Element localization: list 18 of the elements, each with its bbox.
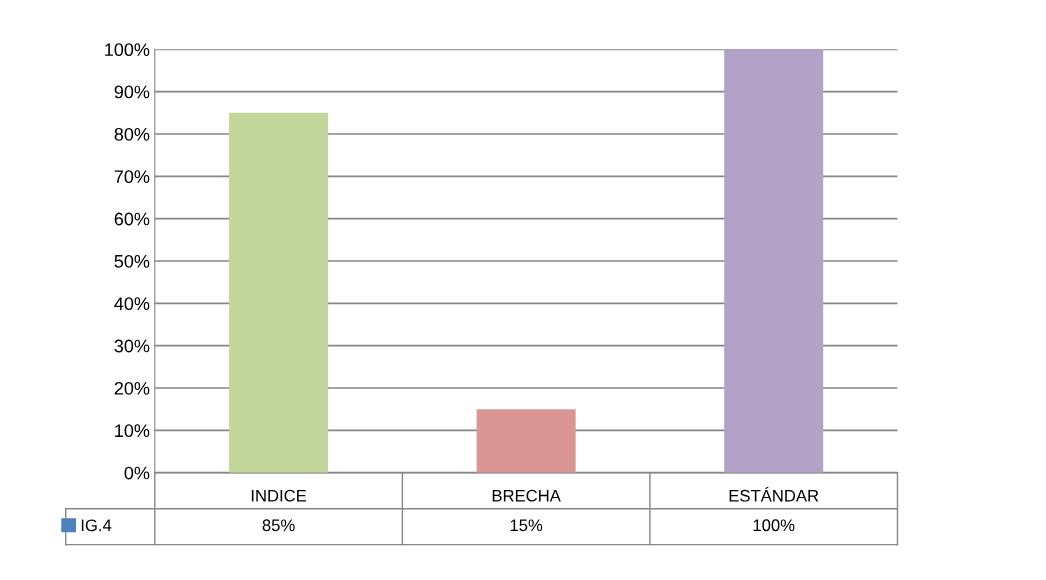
text: 100% — [753, 519, 795, 532]
x-tick-label: ESTÁNDAR — [729, 486, 819, 502]
text: IG.4 — [81, 519, 112, 532]
y-tick-label: 70% — [114, 170, 150, 184]
x-tick-label: BRECHA — [492, 489, 561, 502]
text: 15% — [510, 519, 543, 532]
y-tick-label: 60% — [114, 212, 150, 226]
y-tick-label: 100% — [105, 43, 150, 57]
text: 85% — [262, 519, 295, 532]
y-tick-label: 0% — [124, 466, 150, 480]
x-tick-label: INDICE — [251, 489, 307, 502]
y-tick-label: 10% — [115, 424, 150, 438]
y-tick-label: 30% — [114, 339, 150, 353]
y-tick-label: 90% — [114, 85, 150, 99]
y-tick-label: 40% — [114, 297, 150, 311]
y-tick-label: 80% — [114, 127, 150, 141]
y-tick-label: 50% — [114, 254, 150, 268]
y-tick-label: 20% — [114, 381, 150, 395]
